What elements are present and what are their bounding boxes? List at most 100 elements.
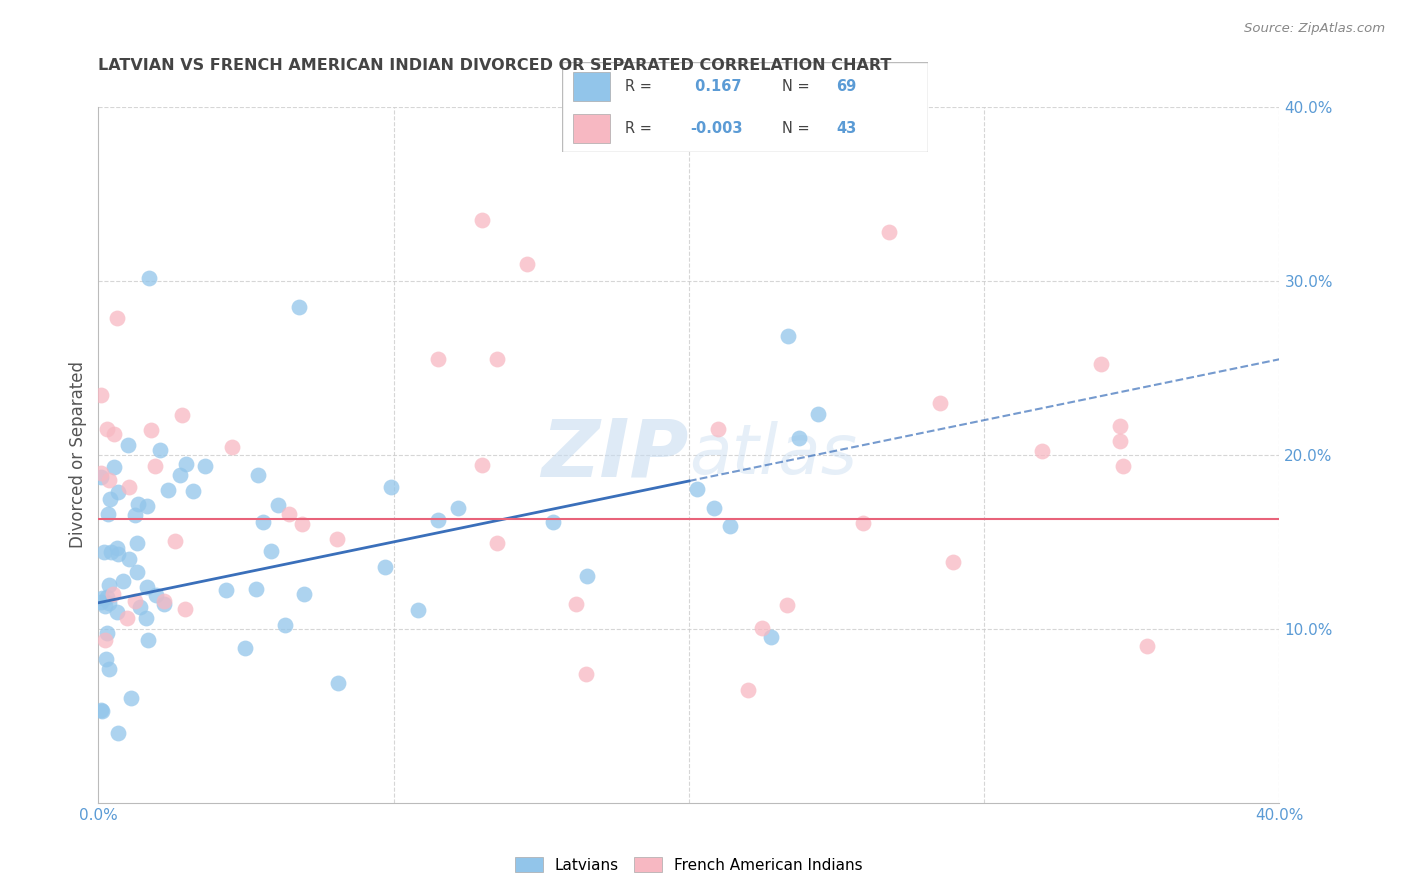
Point [107, 485, 129, 500]
Point [91, 591, 114, 605]
Point [94, 599, 117, 613]
Point [326, 676, 349, 690]
Text: N =: N = [782, 79, 810, 94]
Point [273, 618, 295, 632]
Point [96, 590, 118, 604]
Point [260, 544, 283, 558]
Point [105, 310, 128, 325]
Point [136, 499, 159, 513]
Point [143, 459, 166, 474]
Point [98, 661, 121, 675]
Point [575, 666, 598, 681]
Point [174, 601, 197, 615]
Point [194, 458, 217, 473]
Point [96, 625, 118, 640]
Point [124, 594, 146, 608]
Point [787, 431, 810, 445]
Y-axis label: Divorced or Separated: Divorced or Separated [69, 361, 87, 549]
Point [145, 588, 167, 602]
Point [118, 480, 141, 494]
Point [136, 580, 159, 594]
Point [776, 599, 799, 613]
Point [707, 422, 730, 436]
Point [169, 468, 191, 483]
Point [852, 516, 875, 531]
Point [90, 703, 112, 717]
Point [1109, 419, 1132, 434]
Point [278, 508, 301, 522]
Point [928, 396, 950, 410]
Point [118, 552, 141, 566]
Point [125, 565, 148, 579]
Text: R =: R = [624, 121, 651, 136]
Text: N =: N = [782, 121, 810, 136]
Point [107, 548, 129, 562]
Point [124, 508, 146, 523]
Point [90, 466, 112, 480]
Point [141, 423, 163, 437]
Point [90, 470, 112, 484]
Point [1112, 459, 1135, 474]
Point [446, 500, 468, 515]
Point [486, 536, 509, 550]
Point [90, 388, 112, 402]
Point [90, 595, 112, 609]
Point [326, 532, 349, 546]
Point [170, 409, 193, 423]
Point [266, 498, 288, 512]
Point [761, 630, 783, 644]
Text: 43: 43 [837, 121, 856, 136]
Text: LATVIAN VS FRENCH AMERICAN INDIAN DIVORCED OR SEPARATED CORRELATION CHART: LATVIAN VS FRENCH AMERICAN INDIAN DIVORC… [98, 58, 891, 73]
Point [136, 633, 159, 648]
Text: R =: R = [624, 79, 651, 94]
Point [127, 497, 149, 511]
Point [183, 483, 205, 498]
Point [98, 596, 121, 610]
Point [703, 501, 725, 516]
Point [515, 256, 537, 270]
Point [98, 578, 121, 592]
Point [103, 459, 125, 474]
Point [135, 611, 157, 625]
Point [718, 518, 741, 533]
Point [877, 225, 900, 239]
Point [105, 605, 128, 619]
FancyBboxPatch shape [574, 114, 610, 143]
Point [98, 473, 121, 487]
Point [1031, 443, 1053, 458]
Point [138, 271, 160, 285]
Point [288, 300, 311, 314]
Point [292, 587, 315, 601]
Point [105, 541, 128, 555]
FancyBboxPatch shape [574, 72, 610, 101]
Point [565, 597, 588, 611]
Point [103, 426, 125, 441]
Point [97, 507, 120, 521]
Point [149, 443, 172, 458]
Point [406, 603, 429, 617]
Point [100, 545, 122, 559]
Point [380, 480, 402, 494]
Point [737, 682, 759, 697]
Point [96, 422, 118, 436]
Point [942, 555, 965, 569]
Text: 69: 69 [837, 79, 856, 94]
Point [291, 516, 314, 531]
Point [1109, 434, 1132, 449]
Point [252, 515, 274, 529]
Point [221, 440, 243, 454]
Text: Source: ZipAtlas.com: Source: ZipAtlas.com [1244, 22, 1385, 36]
Point [174, 457, 197, 471]
Point [215, 582, 238, 597]
Point [427, 352, 450, 367]
Text: -0.003: -0.003 [690, 121, 742, 136]
Point [245, 582, 267, 597]
Point [751, 621, 773, 635]
Point [98, 492, 121, 507]
Point [778, 329, 800, 343]
Point [374, 560, 396, 574]
Point [101, 587, 124, 601]
Point [1090, 357, 1112, 371]
Point [96, 652, 118, 666]
Point [1135, 639, 1157, 653]
